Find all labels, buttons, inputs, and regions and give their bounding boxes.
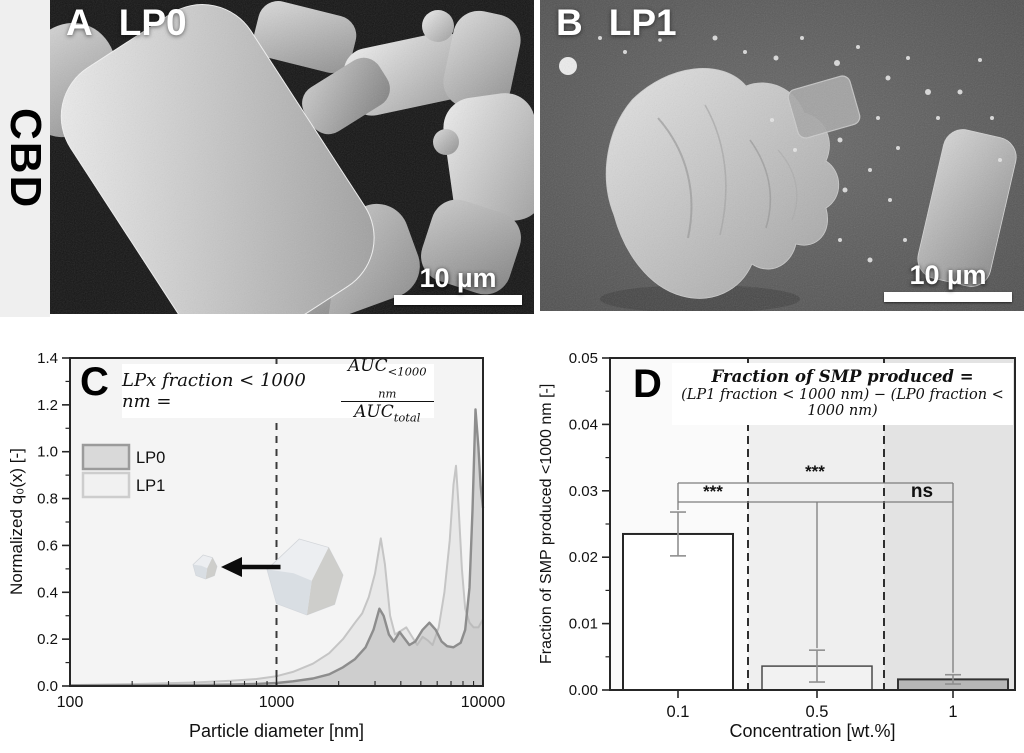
panel-d-y-axis-title: Fraction of SMP produced <1000 nm [-] [538, 383, 555, 665]
svg-text:LP0: LP0 [136, 449, 165, 467]
panel-d-x-axis-title: Concentration [wt.%] [729, 721, 896, 741]
panel-b-sample: LP1 [608, 2, 677, 43]
row-label-strip: CBD [0, 0, 50, 317]
scale-bar-b-text: 10 µm [909, 260, 987, 290]
svg-text:0.04: 0.04 [569, 416, 598, 433]
svg-text:***: *** [703, 482, 723, 501]
panel-d-formula: Fraction of SMP produced = (LP1 fraction… [672, 363, 1013, 425]
svg-text:1.4: 1.4 [37, 350, 58, 367]
formula-c-lhs: LPx fraction < 1000 nm = [122, 370, 306, 412]
panel-a-sample: LP0 [118, 2, 187, 43]
panel-b-letter: B [556, 2, 583, 43]
sem-micrograph-lp0 [50, 0, 534, 314]
svg-text:1: 1 [948, 703, 957, 721]
scale-bar-a-text: 10 µm [419, 263, 497, 293]
panel-c-letter: C [80, 360, 109, 404]
formula-c-fraction: AUC<1000 nm AUCtotal [340, 356, 434, 425]
svg-text:1.0: 1.0 [37, 444, 58, 461]
svg-text:10000: 10000 [461, 694, 506, 711]
svg-text:0.00: 0.00 [569, 682, 598, 699]
panel-a-letter: A [66, 2, 93, 43]
svg-text:1000: 1000 [259, 694, 295, 711]
formula-d-line1: Fraction of SMP produced = [711, 367, 974, 386]
panel-c-formula: LPx fraction < 1000 nm = AUC<1000 nm AUC… [122, 356, 434, 424]
svg-text:100: 100 [57, 694, 84, 711]
scale-bar-a-line [394, 295, 522, 305]
svg-text:1.2: 1.2 [37, 397, 58, 414]
scale-bar-a: 10 µm [394, 263, 522, 305]
svg-text:0.8: 0.8 [37, 491, 58, 508]
formula-d-line2: (LP1 fraction < 1000 nm) − (LP0 fraction… [681, 387, 1004, 419]
sem-panel-a: A LP0 10 µm [50, 0, 534, 314]
panel-c-x-axis-title: Particle diameter [nm] [188, 721, 365, 741]
scale-bar-b: 10 µm [884, 260, 1012, 302]
svg-text:0.6: 0.6 [37, 537, 58, 554]
svg-text:0.2: 0.2 [37, 631, 58, 648]
svg-text:0.05: 0.05 [569, 350, 598, 367]
svg-text:0.02: 0.02 [569, 549, 598, 566]
svg-text:0.0: 0.0 [37, 678, 58, 695]
svg-text:***: *** [805, 462, 825, 481]
row-label: CBD [1, 107, 50, 210]
svg-text:0.4: 0.4 [37, 584, 58, 601]
svg-text:0.1: 0.1 [667, 703, 690, 721]
sem-b-grain [540, 0, 1024, 311]
svg-text:0.5: 0.5 [806, 703, 829, 721]
panel-b-label: B LP1 [556, 2, 677, 44]
scale-bar-b-line [884, 292, 1012, 302]
svg-text:ns: ns [911, 481, 933, 502]
svg-text:LP1: LP1 [136, 477, 165, 495]
panel-a-label: A LP0 [66, 2, 187, 44]
svg-text:0.01: 0.01 [569, 616, 598, 633]
panel-c-y-axis-title: Normalized q₀(x) [-] [7, 448, 26, 596]
sem-a-grain [50, 0, 534, 314]
sem-micrograph-lp1 [540, 0, 1024, 311]
sem-panel-b: B LP1 10 µm [540, 0, 1024, 311]
panel-d-letter: D [633, 362, 662, 406]
svg-text:0.03: 0.03 [569, 483, 598, 500]
